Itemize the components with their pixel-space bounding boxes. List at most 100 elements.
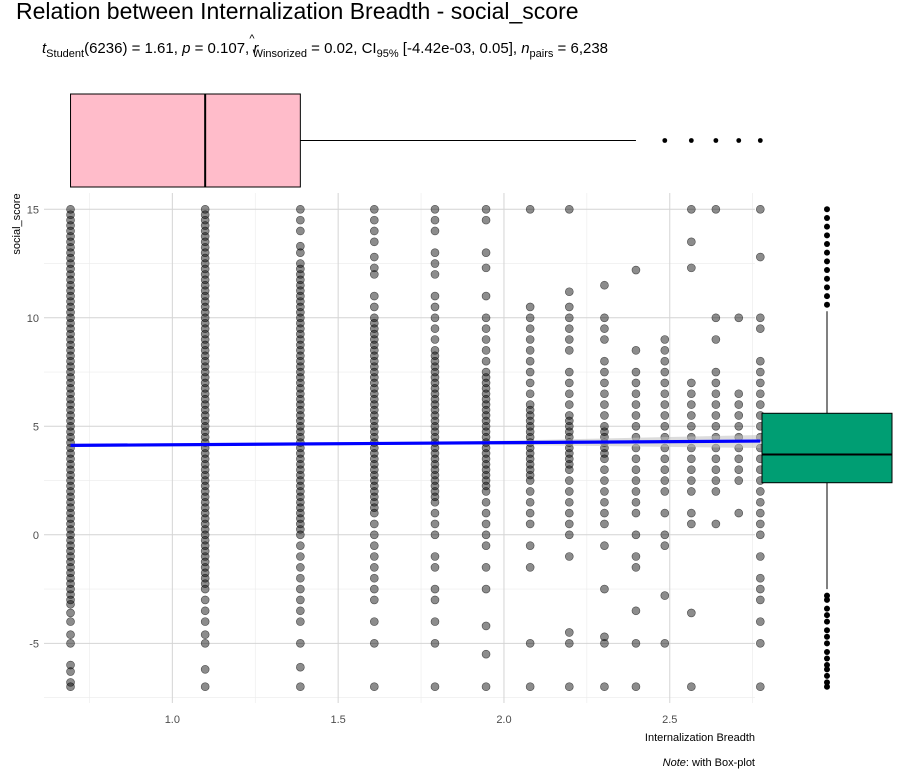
data-point xyxy=(481,530,491,540)
data-point xyxy=(600,584,609,594)
subtitle-n-text: = 6,238 xyxy=(553,40,608,57)
data-point xyxy=(525,378,535,388)
regression-line xyxy=(70,439,761,447)
data-point xyxy=(564,287,574,297)
data-point xyxy=(660,465,670,475)
data-point xyxy=(525,356,535,366)
y-axis-label: social_score xyxy=(11,193,23,254)
x-axis-label: Internalization Breadth xyxy=(645,732,755,744)
data-point xyxy=(481,367,491,377)
data-point xyxy=(66,639,75,648)
data-point xyxy=(66,608,75,618)
y-boxplot-outlier xyxy=(824,640,830,647)
data-point xyxy=(564,389,574,399)
caption-note: Note xyxy=(663,757,686,769)
y-boxplot-outlier xyxy=(824,223,830,230)
data-point xyxy=(525,324,535,333)
data-point xyxy=(296,606,305,616)
data-point xyxy=(711,378,721,388)
data-point xyxy=(660,476,670,485)
data-point xyxy=(430,215,440,225)
chart-subtitle: tStudent(6236) = 1.61, p = 0.107, r^ Wins… xyxy=(42,33,608,60)
data-point xyxy=(525,508,535,518)
subtitle-r-hat: ^ xyxy=(249,33,255,45)
data-point xyxy=(756,400,765,409)
y-tick-label: 15 xyxy=(27,204,39,216)
data-point xyxy=(631,552,641,561)
data-point xyxy=(430,508,440,518)
data-point xyxy=(369,617,379,626)
data-point xyxy=(734,400,744,409)
data-point xyxy=(631,421,641,431)
data-point xyxy=(600,487,609,496)
data-point xyxy=(734,313,744,323)
data-point xyxy=(481,313,491,323)
data-point xyxy=(430,270,440,279)
subtitle-ci-text: [-4.42e-03, 0.05], xyxy=(399,40,522,57)
data-point xyxy=(756,530,765,540)
data-point xyxy=(687,519,696,529)
data-point xyxy=(200,595,210,605)
data-point xyxy=(600,324,609,333)
data-point xyxy=(430,563,440,572)
data-point xyxy=(711,487,721,496)
data-point xyxy=(756,389,765,399)
data-point xyxy=(369,252,379,262)
data-point xyxy=(756,584,765,594)
data-point xyxy=(481,508,491,518)
y-boxplot-outlier xyxy=(824,293,830,300)
y-boxplot-outlier xyxy=(824,612,830,619)
y-boxplot-outlier xyxy=(824,655,830,662)
data-point xyxy=(631,682,641,692)
data-point xyxy=(369,639,379,648)
y-marginal-boxplot xyxy=(761,206,893,690)
data-point xyxy=(756,617,765,626)
y-boxplot-outlier xyxy=(824,301,830,308)
data-point xyxy=(564,530,574,540)
data-point xyxy=(660,400,670,409)
data-point xyxy=(66,599,75,609)
data-point xyxy=(600,476,609,485)
data-point xyxy=(525,313,535,323)
data-point xyxy=(430,639,440,648)
data-point xyxy=(481,649,491,659)
data-point xyxy=(296,248,305,257)
x-marginal-boxplot xyxy=(70,93,763,188)
data-point xyxy=(631,606,641,616)
data-point xyxy=(631,476,641,485)
chart-title: Relation between Internalization Breadth… xyxy=(16,0,579,24)
subtitle-p-text: = 0.107, xyxy=(190,40,253,57)
y-tick-label: -5 xyxy=(29,638,39,650)
data-point xyxy=(631,346,641,355)
data-point xyxy=(564,497,574,507)
data-point xyxy=(756,573,765,583)
y-boxplot-outlier xyxy=(824,633,830,640)
x-boxplot-outlier xyxy=(662,138,668,143)
y-boxplot-outlier xyxy=(824,258,830,265)
data-point xyxy=(600,682,609,692)
data-point xyxy=(687,400,696,409)
y-boxplot-outlier xyxy=(824,214,830,221)
data-point xyxy=(600,411,609,420)
y-boxplot-outlier xyxy=(824,627,830,634)
axis-ticks: 1.0 1.5 2.0 2.5 -5 0 5 10 15 xyxy=(27,204,678,726)
data-point xyxy=(66,667,75,676)
data-point xyxy=(564,346,574,355)
data-point xyxy=(600,421,609,431)
data-point xyxy=(600,519,609,529)
data-point xyxy=(525,541,535,550)
data-point xyxy=(369,595,379,605)
data-point xyxy=(481,682,491,692)
data-point xyxy=(564,487,574,496)
data-point xyxy=(430,595,440,605)
data-point xyxy=(687,476,696,485)
data-point xyxy=(481,335,491,344)
data-point xyxy=(369,519,379,529)
subtitle-ci-sub: 95% xyxy=(377,48,399,60)
data-point xyxy=(756,356,765,366)
y-boxplot-outlier xyxy=(824,275,830,282)
y-boxplot-outlier xyxy=(824,596,830,603)
data-point xyxy=(711,519,721,529)
data-point xyxy=(369,541,379,550)
data-point xyxy=(369,682,379,692)
